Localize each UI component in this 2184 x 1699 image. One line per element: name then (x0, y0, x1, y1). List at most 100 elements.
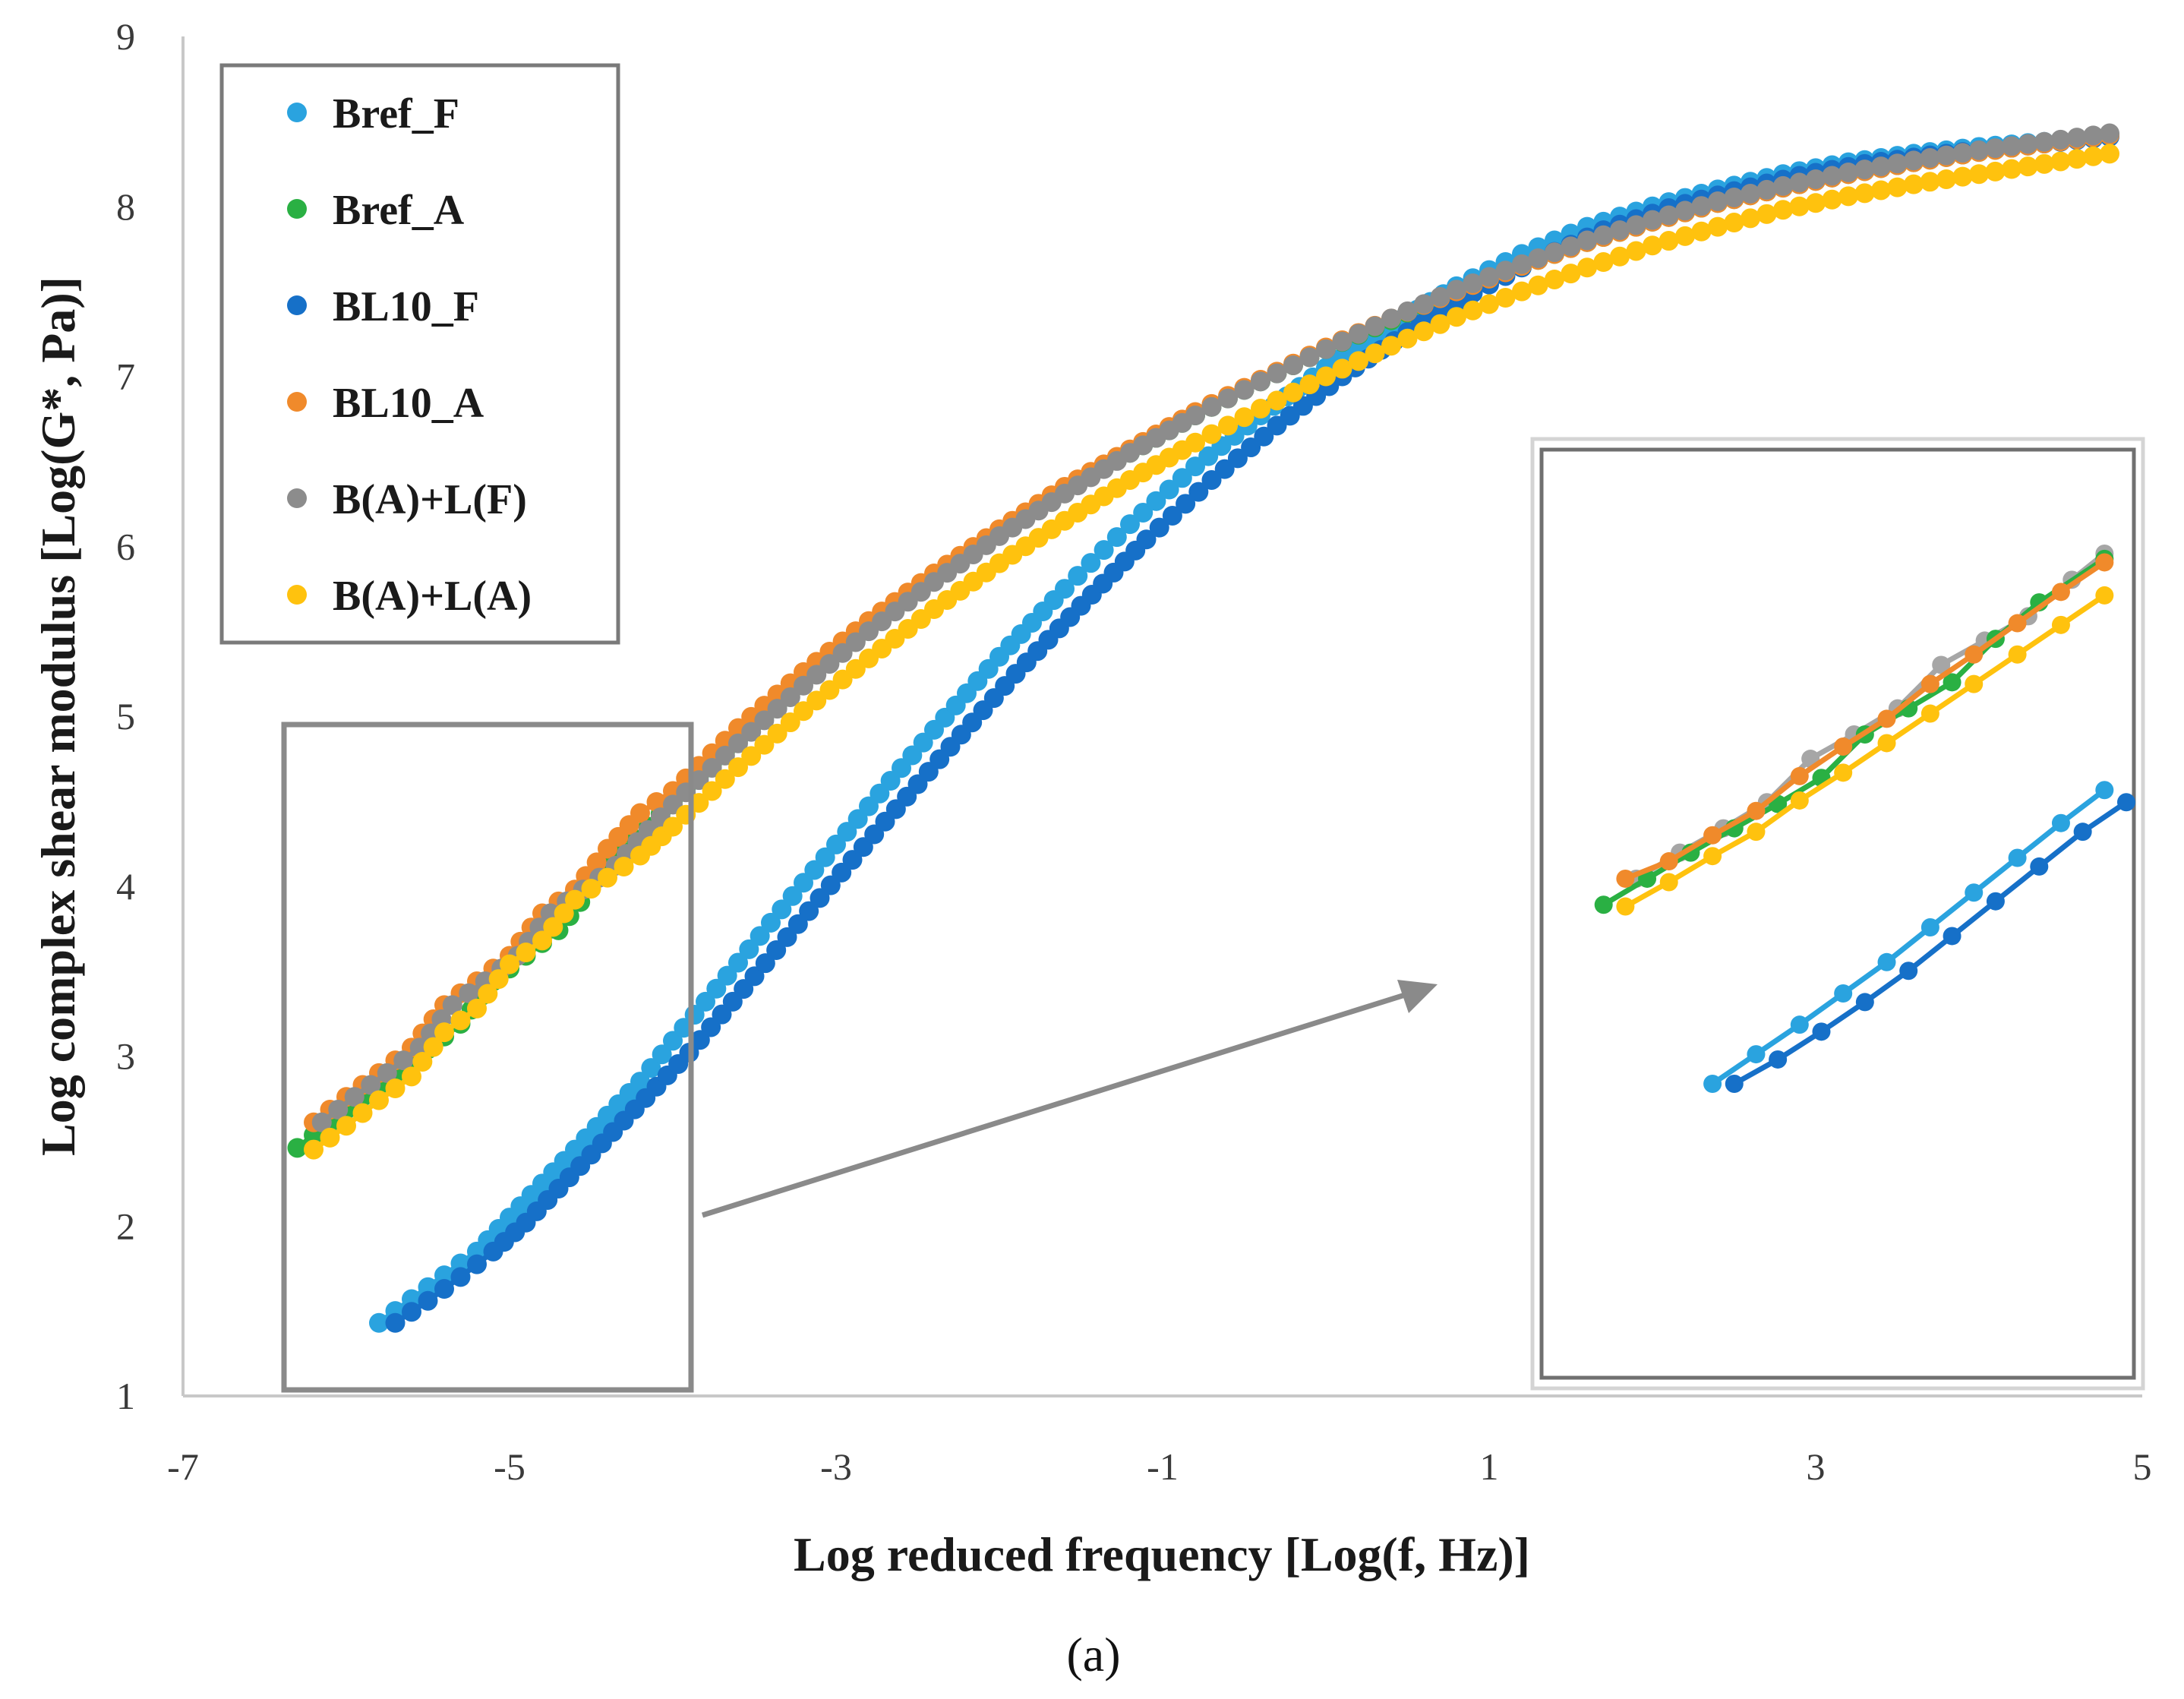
data-point (717, 965, 737, 986)
data-point (478, 984, 498, 1004)
data-point (2018, 134, 2038, 154)
inset-series-line (1733, 800, 2128, 1087)
data-point (1201, 469, 1222, 490)
data-point (344, 1087, 365, 1107)
data-point (1188, 482, 1209, 502)
inset-data-point (1965, 674, 1984, 693)
data-point (434, 1265, 454, 1286)
data-point (434, 1279, 454, 1300)
data-point (1251, 399, 1270, 419)
zoom-arrow-shaft (701, 992, 1406, 1218)
x-tick-label: -7 (167, 1445, 199, 1488)
inset-data-point (1703, 847, 1722, 866)
inset-data-point (2008, 614, 2027, 633)
legend-marker (287, 295, 307, 315)
y-tick-label: 7 (116, 355, 135, 398)
data-point (1068, 566, 1088, 586)
inset-data-point (1769, 1050, 1788, 1069)
inset-data-point (1659, 852, 1678, 871)
inset-data-point (2095, 781, 2114, 800)
inset-data-point (2008, 848, 2027, 867)
data-point (772, 899, 792, 920)
data-point (767, 723, 787, 744)
y-tick-label: 6 (116, 525, 135, 567)
legend-label: BL10_F (333, 283, 479, 330)
legend-marker (287, 392, 307, 412)
data-point (442, 995, 462, 1015)
inset-data-point (1747, 823, 1766, 842)
inset-data-point (2030, 857, 2049, 876)
data-point (467, 1254, 487, 1274)
inset-data-point (1790, 791, 1809, 810)
data-point (777, 927, 797, 947)
data-point (1838, 163, 1858, 182)
data-point (614, 857, 634, 877)
data-point (706, 978, 727, 999)
data-point (1149, 517, 1169, 538)
data-point (450, 1267, 471, 1287)
legend-label: Bref_F (333, 90, 459, 137)
data-point (767, 699, 787, 719)
data-point (689, 793, 709, 813)
data-point (1234, 380, 1255, 400)
data-point (1349, 351, 1368, 371)
data-point (1430, 286, 1450, 307)
data-point (715, 769, 735, 789)
inset-data-point (1932, 655, 1951, 674)
x-tick-label: 1 (1480, 1445, 1499, 1488)
data-point (1675, 226, 1695, 246)
data-point (1479, 267, 1499, 287)
data-point (750, 926, 770, 946)
data-point (728, 733, 748, 753)
inset-data-point (1747, 801, 1766, 820)
data-point (1593, 252, 1614, 273)
data-point (1218, 388, 1238, 409)
data-point (450, 1253, 471, 1274)
y-tick-label: 2 (116, 1205, 135, 1247)
data-point (1969, 164, 1989, 185)
data-point (1643, 210, 1662, 230)
data-point (1120, 514, 1140, 535)
data-point (1969, 140, 1989, 160)
data-point (1332, 331, 1352, 352)
data-point (1227, 448, 1248, 469)
data-point (787, 914, 808, 934)
legend-label: BL10_A (333, 380, 484, 427)
inset-data-point (2095, 553, 2114, 572)
data-point (741, 722, 762, 742)
data-point (1136, 529, 1157, 550)
data-point (1316, 366, 1336, 387)
inset-data-point (1703, 1074, 1722, 1093)
data-point (2100, 144, 2119, 164)
data-point (418, 1277, 438, 1297)
data-point (1512, 281, 1532, 302)
y-tick-label: 9 (116, 15, 135, 58)
data-point (1985, 161, 2006, 182)
legend-label: Bref_A (333, 187, 465, 234)
data-point (1218, 415, 1238, 436)
data-point (287, 1138, 308, 1158)
data-point (741, 746, 762, 766)
data-point (598, 867, 617, 888)
data-point (1283, 355, 1303, 375)
inset-data-point (1747, 1045, 1766, 1064)
data-point (1789, 196, 1810, 216)
data-point (1299, 374, 1320, 395)
inset-data-point (1790, 766, 1809, 785)
data-point (630, 803, 650, 823)
y-tick-label: 3 (116, 1035, 135, 1078)
data-point (663, 1031, 683, 1051)
inset-data-point (1616, 869, 1635, 888)
data-point (1106, 527, 1127, 548)
inset-series-line (1711, 788, 2107, 1086)
data-point (1952, 143, 1973, 163)
data-point (488, 969, 509, 990)
inset-data-point (1834, 763, 1853, 782)
data-point (1381, 336, 1401, 356)
data-point (696, 991, 715, 1012)
data-point (1643, 235, 1662, 256)
data-point (1691, 221, 1712, 242)
data-point (1146, 491, 1166, 511)
data-point (450, 1010, 471, 1031)
data-point (1854, 183, 1875, 204)
